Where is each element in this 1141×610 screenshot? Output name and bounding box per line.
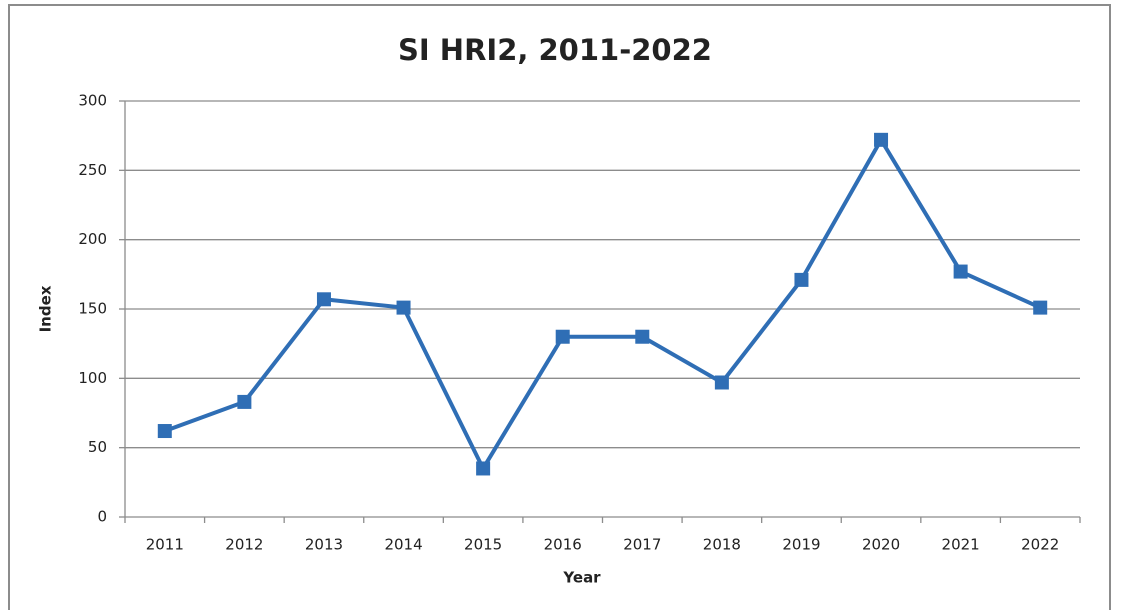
- data-point: [396, 300, 411, 315]
- y-tick-label: 100: [78, 369, 107, 387]
- x-tick-label: 2018: [703, 536, 741, 554]
- x-tick-label: 2015: [464, 536, 502, 554]
- chart-title: SI HRI2, 2011-2022: [398, 33, 712, 67]
- y-tick-label: 50: [88, 438, 107, 456]
- data-line: [164, 137, 1042, 471]
- x-tick-label: 2016: [544, 536, 582, 554]
- data-point: [316, 292, 331, 307]
- x-tick-label: 2022: [1021, 536, 1059, 554]
- x-tick-label: 2011: [146, 536, 184, 554]
- x-tick-label: 2019: [782, 536, 820, 554]
- x-tick-label: 2020: [862, 536, 900, 554]
- y-tick-label: 150: [78, 300, 107, 318]
- data-point: [714, 375, 729, 390]
- x-tick-label: 2017: [623, 536, 661, 554]
- data-point: [953, 264, 968, 279]
- x-tick-label: 2012: [225, 536, 263, 554]
- chart-border: [8, 4, 1111, 610]
- x-axis-title: Year: [562, 569, 601, 587]
- y-tick-label: 300: [78, 92, 107, 110]
- y-tick-label: 200: [78, 230, 107, 248]
- data-point: [157, 424, 172, 439]
- x-tick-label: 2013: [305, 536, 343, 554]
- data-point: [476, 461, 491, 476]
- x-tick-label: 2021: [942, 536, 980, 554]
- data-point: [555, 329, 570, 344]
- data-point: [794, 272, 809, 287]
- y-tick-label: 0: [97, 508, 107, 526]
- data-point: [237, 394, 252, 409]
- data-point: [874, 132, 889, 147]
- data-point: [1033, 300, 1048, 315]
- y-axis-title: Index: [37, 285, 55, 332]
- x-tick-label: 2014: [384, 536, 422, 554]
- y-tick-label: 250: [78, 161, 107, 179]
- data-point: [635, 329, 650, 344]
